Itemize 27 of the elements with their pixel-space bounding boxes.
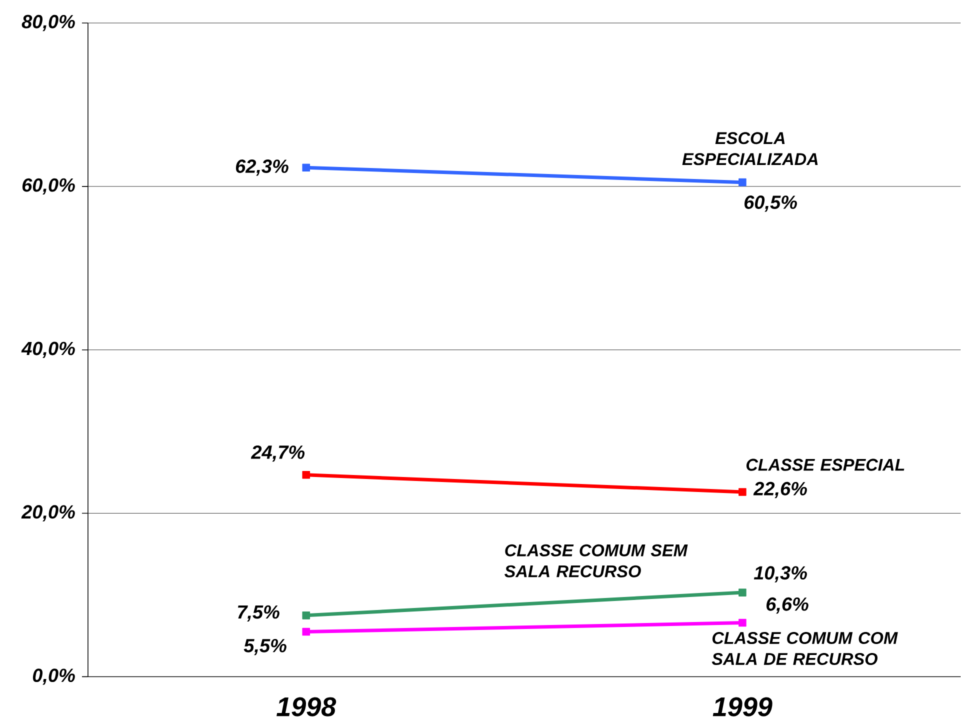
data-label: 6,6%: [766, 598, 808, 614]
point: [302, 628, 310, 636]
point: [738, 178, 746, 186]
data-label: 10,3%: [754, 566, 807, 582]
data-label: 62,3%: [236, 160, 288, 176]
x-tick-label: 1999: [712, 697, 772, 716]
point: [738, 619, 746, 627]
point: [302, 164, 310, 172]
data-label: 24,7%: [250, 446, 305, 462]
point: [302, 471, 310, 479]
data-label: 22,6%: [753, 482, 807, 498]
series-label: CLASSE ESPECIAL: [746, 458, 904, 472]
x-tick-label: 1998: [276, 697, 336, 716]
data-label: 60,5%: [744, 196, 797, 212]
series-label: CLASSE COMUM SEM SALA RECURSO: [504, 544, 688, 578]
point: [738, 588, 746, 597]
y-tick-label: 20,0%: [21, 505, 75, 522]
y-tick-label: 80,0%: [22, 15, 75, 32]
y-tick-label: 0,0%: [32, 668, 75, 685]
data-label: 5,5%: [244, 639, 286, 656]
point: [738, 488, 746, 496]
series-label: CLASSE COMUM COM SALA DE RECURSO: [712, 632, 898, 666]
data-label: 7,5%: [238, 606, 280, 622]
series-label: ESCOLA ESPECIALIZADA: [682, 132, 818, 166]
y-tick-label: 40,0%: [21, 342, 75, 358]
point: [302, 612, 310, 620]
y-tick-label: 60,0%: [22, 178, 75, 195]
